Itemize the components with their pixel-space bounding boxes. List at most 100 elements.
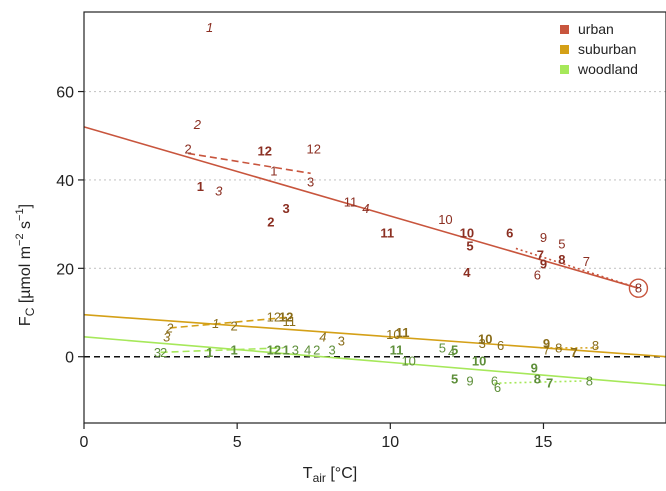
urban-point: 7 bbox=[537, 248, 544, 263]
y-tick-label: 60 bbox=[56, 85, 74, 102]
legend-label-suburban: suburban bbox=[578, 41, 636, 57]
woodland-point: 4 bbox=[448, 345, 455, 360]
woodland-point: 10 bbox=[401, 354, 415, 369]
suburban-point: 11 bbox=[282, 314, 296, 329]
urban-point: 5 bbox=[466, 239, 473, 254]
highlight-circle bbox=[628, 278, 649, 298]
woodland-point: 1 bbox=[206, 345, 213, 360]
woodland-point: 5 bbox=[439, 340, 446, 355]
legend-swatch-urban bbox=[560, 25, 569, 34]
y-axis-title: FC [µmol m−2 s−1] bbox=[14, 204, 37, 326]
suburban-point: 10 bbox=[386, 327, 400, 342]
urban-point: 1 bbox=[197, 179, 204, 194]
suburban-point: 7 bbox=[543, 343, 550, 358]
fit-lines bbox=[83, 126, 666, 387]
plot-frame bbox=[83, 11, 666, 424]
y-tick-label: 0 bbox=[65, 350, 74, 367]
legend-swatch-woodland bbox=[560, 65, 569, 74]
urban-point: 11 bbox=[344, 195, 358, 210]
suburban-point: 3 bbox=[338, 334, 345, 349]
woodland-point: 6 bbox=[491, 374, 498, 389]
urban-point: 3 bbox=[215, 183, 223, 198]
woodland-point: 7 bbox=[546, 376, 553, 391]
woodland-point: 9 bbox=[531, 360, 538, 375]
x-axis-title: Tair [°C] bbox=[303, 465, 357, 485]
suburban-point: 11 bbox=[396, 325, 410, 340]
urban-point: 8 bbox=[635, 281, 642, 296]
woodland-point: 3 bbox=[328, 343, 335, 358]
legend-label-urban: urban bbox=[578, 21, 614, 37]
urban-solid-line bbox=[83, 126, 639, 289]
woodland-point: 3 bbox=[154, 345, 161, 360]
urban-dotted-line bbox=[515, 247, 639, 289]
woodland-dashed-line bbox=[160, 347, 284, 354]
urban-point: 3 bbox=[307, 175, 314, 190]
urban-point: 6 bbox=[534, 267, 541, 282]
woodland-point: 6 bbox=[494, 380, 501, 395]
urban-point: 4 bbox=[463, 265, 471, 280]
woodland-point: 3 bbox=[292, 343, 299, 358]
urban-point: 5 bbox=[558, 237, 565, 252]
grid-lines bbox=[84, 90, 666, 358]
suburban-point: 8 bbox=[592, 338, 599, 353]
urban-point: 2 bbox=[193, 117, 202, 132]
woodland-point: 5 bbox=[451, 343, 458, 358]
suburban-point: 8 bbox=[555, 340, 562, 355]
urban-point: 10 bbox=[460, 225, 474, 240]
suburban-dashed-line bbox=[169, 316, 293, 329]
x-tick-label: 15 bbox=[535, 434, 553, 451]
suburban-point: 2 bbox=[165, 320, 174, 335]
woodland-point: 9 bbox=[466, 374, 473, 389]
urban-point: 9 bbox=[540, 256, 547, 271]
urban-dashed-line bbox=[188, 152, 311, 175]
urban-point: 11 bbox=[380, 225, 394, 240]
woodland-point: 12 bbox=[267, 343, 281, 358]
suburban-point: 4 bbox=[319, 329, 326, 344]
suburban-point: 2 bbox=[230, 318, 237, 333]
woodland-point: 10 bbox=[472, 354, 486, 369]
suburban-point: 3 bbox=[479, 336, 486, 351]
urban-point: 1 bbox=[270, 164, 277, 179]
woodland-point: 4 bbox=[304, 343, 311, 358]
suburban-point: 1 bbox=[212, 316, 219, 331]
suburban-point: 12 bbox=[267, 309, 281, 324]
suburban-solid-line bbox=[83, 313, 666, 358]
woodland-point: 11 bbox=[390, 343, 404, 358]
urban-point: 12 bbox=[307, 142, 321, 157]
urban-point: 1 bbox=[206, 20, 213, 35]
legend-swatch-suburban bbox=[560, 45, 569, 54]
x-tick-label: 5 bbox=[233, 434, 242, 451]
suburban-point: 3 bbox=[163, 329, 171, 344]
legend: urban suburban woodland bbox=[560, 21, 638, 77]
suburban-point: 12 bbox=[279, 309, 293, 324]
urban-point: 9 bbox=[540, 230, 547, 245]
suburban-point: 9 bbox=[543, 336, 550, 351]
x-tick-label: 0 bbox=[80, 434, 89, 451]
suburban-point: 7 bbox=[570, 345, 577, 360]
x-tick-label: 10 bbox=[381, 434, 399, 451]
woodland-point: 2 bbox=[313, 343, 320, 358]
woodland-solid-line bbox=[83, 336, 666, 387]
woodland-point: 8 bbox=[534, 371, 541, 386]
urban-point: 2 bbox=[185, 142, 192, 157]
y-tick-label: 20 bbox=[56, 261, 74, 278]
urban-point: 2 bbox=[267, 214, 274, 229]
urban-point: 7 bbox=[583, 254, 590, 269]
urban-point: 8 bbox=[558, 252, 565, 267]
suburban-point: 10 bbox=[478, 332, 492, 347]
urban-point: 6 bbox=[506, 225, 513, 240]
suburban-point: 6 bbox=[497, 338, 504, 353]
urban-point: 4 bbox=[362, 201, 369, 216]
urban-point: 12 bbox=[257, 144, 271, 159]
legend-label-woodland: woodland bbox=[577, 61, 638, 77]
urban-point: 10 bbox=[438, 212, 452, 227]
y-tick-label: 40 bbox=[56, 173, 74, 190]
urban-point: 3 bbox=[283, 201, 290, 216]
woodland-point: 5 bbox=[451, 371, 458, 386]
woodland-point: 1 bbox=[283, 343, 290, 358]
woodland-point: 8 bbox=[586, 374, 593, 389]
woodland-point: 1 bbox=[230, 343, 237, 358]
